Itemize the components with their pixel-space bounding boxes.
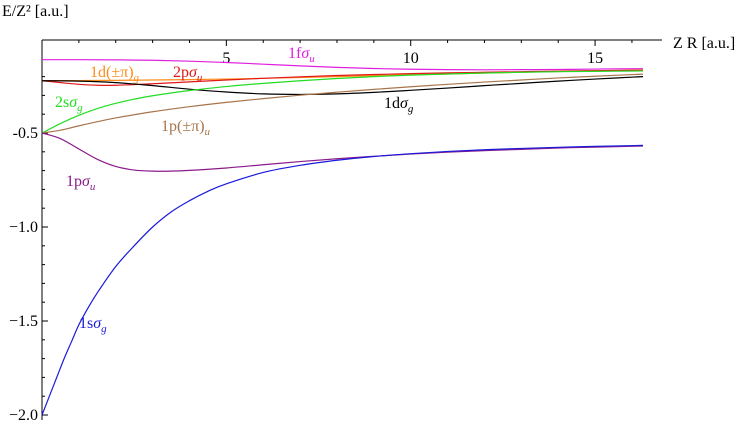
y-tick-label: −1.5	[9, 313, 38, 330]
y-axis-label: E/Z² [a.u.]	[2, 3, 69, 20]
series-lines	[41, 59, 644, 416]
series-label-1fσu: 1fσu	[288, 45, 315, 65]
series-label-1p(±π)u: 1p(±π)u	[161, 118, 211, 138]
series-label-1d(±π)g: 1d(±π)g	[90, 64, 140, 84]
series-line-1pσu	[41, 132, 644, 172]
series-label-2pσu: 2pσu	[173, 64, 203, 84]
x-axis-label: Z R [a.u.]	[673, 35, 735, 52]
y-tick-label: −2.0	[9, 407, 38, 424]
series-line-2sσg	[41, 70, 644, 134]
axes: 5 10 15 -0.5 −1.0 −1.5 −2.0	[9, 39, 662, 424]
series-label-2sσg: 2sσg	[55, 94, 83, 114]
series-line-1p(±π)u	[41, 73, 644, 134]
series-labels: 1fσu 1d(±π)g 2pσu 1dσg 2sσg 1p(±π)u 1pσu 1sσg	[55, 45, 414, 335]
series-label-1sσg: 1sσg	[79, 315, 107, 335]
series-label-1pσu: 1pσu	[66, 173, 96, 193]
x-tick-label: 15	[587, 50, 603, 67]
series-line-1fσu	[41, 59, 644, 71]
y-ticks: -0.5 −1.0 −1.5 −2.0	[9, 76, 48, 424]
x-ticks: 5 10 15	[78, 40, 633, 67]
series-label-1dσg: 1dσg	[384, 95, 414, 115]
x-tick-label: 5	[222, 50, 230, 67]
x-tick-label: 10	[403, 50, 419, 67]
y-tick-label: -0.5	[13, 125, 38, 142]
series-line-1sσg	[41, 144, 644, 416]
series-line-1dσg	[41, 76, 644, 96]
y-tick-label: −1.0	[9, 219, 38, 236]
